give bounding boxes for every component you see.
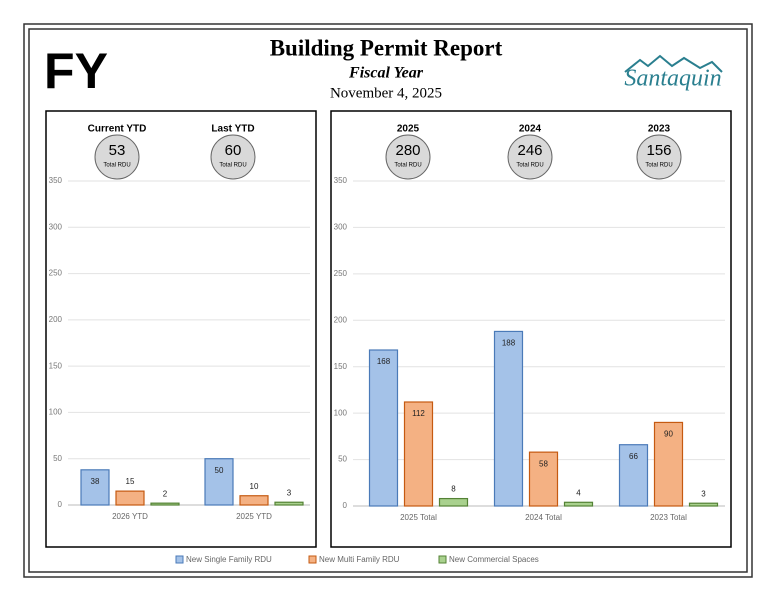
data-label: 112 xyxy=(412,409,425,418)
summary-circle xyxy=(507,134,553,180)
y-tick-label: 350 xyxy=(334,176,348,185)
legend-label: New Commercial Spaces xyxy=(449,555,539,564)
inner-border xyxy=(28,28,748,573)
y-tick-label: 0 xyxy=(58,500,63,509)
summary-value: 156 xyxy=(646,142,671,159)
logo-text: Santaquin xyxy=(624,66,721,92)
summary-unit: Total RDU xyxy=(394,163,421,169)
bar xyxy=(274,501,304,506)
legend-label: New Multi Family RDU xyxy=(319,555,400,564)
bar xyxy=(204,458,234,506)
bar xyxy=(528,451,559,507)
data-label: 8 xyxy=(451,485,456,494)
y-tick-label: 300 xyxy=(49,222,63,231)
bar xyxy=(493,330,524,507)
y-tick-label: 150 xyxy=(334,362,348,371)
left-panel xyxy=(45,110,317,548)
y-tick-label: 100 xyxy=(334,408,348,417)
y-tick-label: 150 xyxy=(49,361,63,370)
y-tick-label: 50 xyxy=(338,455,347,464)
x-tick-label: 2024 Total xyxy=(525,513,562,522)
y-tick-label: 350 xyxy=(49,176,63,185)
y-tick-label: 200 xyxy=(334,315,348,324)
x-tick-label: 2023 Total xyxy=(650,513,687,522)
fy-badge: FY xyxy=(44,43,108,99)
summary-value: 280 xyxy=(395,142,420,159)
summary-unit: Total RDU xyxy=(516,163,543,169)
logo-mountains xyxy=(624,54,723,73)
legend-swatch xyxy=(438,555,447,564)
right-panel xyxy=(330,110,732,548)
bar xyxy=(115,490,145,506)
summary-unit: Total RDU xyxy=(219,163,246,169)
x-tick-label: 2025 YTD xyxy=(236,512,272,521)
bar xyxy=(688,502,719,507)
y-tick-label: 50 xyxy=(53,454,62,463)
bar xyxy=(563,501,594,507)
summary-unit: Total RDU xyxy=(645,163,672,169)
data-label: 4 xyxy=(576,488,581,497)
y-tick-label: 0 xyxy=(343,501,348,510)
y-tick-label: 250 xyxy=(49,269,63,278)
bar xyxy=(80,469,110,506)
summary-label: 2025 xyxy=(397,124,420,135)
data-label: 3 xyxy=(701,489,706,498)
bar xyxy=(438,497,469,507)
summary-circle xyxy=(94,134,140,180)
data-label: 58 xyxy=(539,459,548,468)
summary-circle xyxy=(210,134,256,180)
outer-border xyxy=(23,23,753,578)
data-label: 168 xyxy=(377,357,391,366)
x-tick-label: 2025 Total xyxy=(400,513,437,522)
bar xyxy=(403,401,434,507)
data-label: 188 xyxy=(502,339,516,348)
data-label: 50 xyxy=(215,466,224,475)
y-tick-label: 300 xyxy=(334,223,348,232)
summary-value: 246 xyxy=(517,142,542,159)
data-label: 66 xyxy=(629,452,638,461)
data-label: 10 xyxy=(250,482,259,491)
data-label: 2 xyxy=(163,489,168,498)
summary-label: 2023 xyxy=(648,124,671,135)
summary-circle xyxy=(636,134,682,180)
legend-label: New Single Family RDU xyxy=(186,555,272,564)
summary-label: Current YTD xyxy=(88,124,147,135)
report-date: November 4, 2025 xyxy=(330,85,442,101)
bar xyxy=(653,421,684,507)
legend-swatch xyxy=(175,555,184,564)
bar xyxy=(150,502,180,506)
bar xyxy=(239,495,269,506)
summary-label: Last YTD xyxy=(211,124,254,135)
summary-circle xyxy=(385,134,431,180)
y-tick-label: 200 xyxy=(49,315,63,324)
summary-unit: Total RDU xyxy=(103,163,130,169)
legend: New Single Family RDU New Multi Family RD… xyxy=(175,555,539,564)
y-tick-label: 100 xyxy=(49,408,63,417)
bar xyxy=(618,444,649,507)
data-label: 38 xyxy=(91,477,100,486)
summary-label: 2024 xyxy=(519,124,542,135)
report-subtitle: Fiscal Year xyxy=(348,65,424,82)
summary-value: 53 xyxy=(109,142,126,159)
bar xyxy=(368,349,399,507)
data-label: 15 xyxy=(126,477,135,486)
y-tick-label: 250 xyxy=(334,269,348,278)
summary-value: 60 xyxy=(225,142,242,159)
data-label: 90 xyxy=(664,430,673,439)
report-title: Building Permit Report xyxy=(270,35,503,60)
data-label: 3 xyxy=(287,488,292,497)
legend-swatch xyxy=(308,555,317,564)
x-tick-label: 2026 YTD xyxy=(112,512,148,521)
